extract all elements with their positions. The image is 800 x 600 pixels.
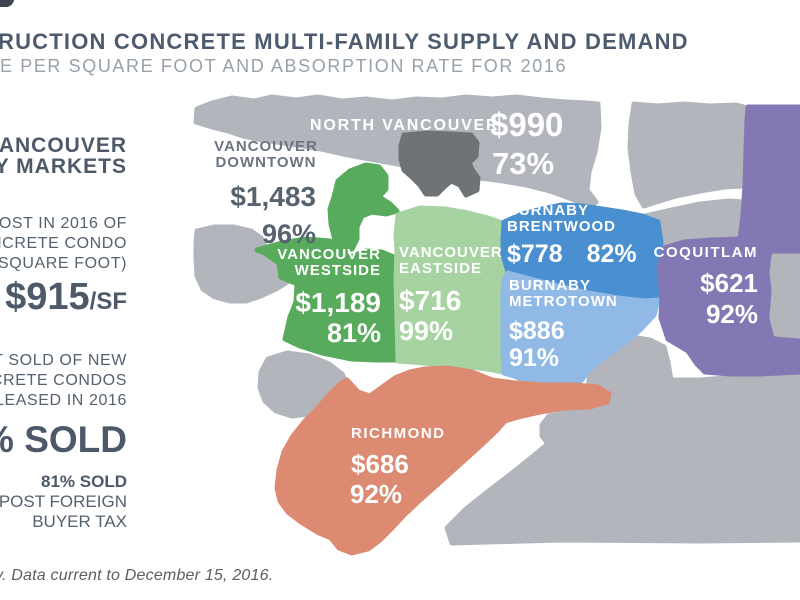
logo-fragment — [0, 0, 14, 7]
sidebar-heading: VANCOUVER EY MARKETS — [0, 135, 127, 177]
price-burnaby-brentwood: $778 — [507, 240, 563, 268]
cost-caption-line1: OST IN 2016 OF — [0, 215, 127, 232]
region-burnaby-metrotown — [500, 270, 661, 409]
label-eastside-line1: VANCOUVER — [399, 244, 503, 261]
sidebar-cost-value: $915/SF — [0, 276, 127, 319]
sold-caption-line2: CRETE CONDOS — [0, 372, 127, 389]
rate-vancouver-westside: 81% — [326, 318, 381, 348]
region-richmond — [274, 365, 612, 556]
page-subtitle: E PER SQUARE FOOT AND ABSORPTION RATE FO… — [0, 56, 568, 76]
sold-caption-line3: ELEASED IN 2016 — [0, 392, 127, 409]
cost-unit: /SF — [89, 288, 127, 315]
post-tax-line1: 81% SOLD — [41, 472, 127, 491]
north-shore-east-land — [627, 101, 747, 209]
river-island-land — [539, 409, 612, 452]
label-north-vancouver: NORTH VANCOUVER — [310, 117, 500, 134]
label-metrotown-line2: METROTOWN — [509, 293, 618, 310]
sidebar-sold-value: % SOLD — [0, 419, 127, 460]
label-vancouver-downtown: VANCOUVER DOWNTOWN — [206, 139, 326, 171]
price-burnaby-metrotown: $886 — [509, 317, 565, 345]
sidebar-cost-caption: OST IN 2016 OF NCRETE CONDO SQUARE FOOT) — [0, 214, 127, 274]
cost-caption-line3: SQUARE FOOT) — [0, 255, 127, 272]
sidebar-heading-line1: VANCOUVER — [0, 134, 127, 157]
label-westside-line2: WESTSIDE — [294, 262, 381, 279]
sold-caption-line1: T SOLD OF NEW — [0, 352, 127, 369]
label-burnaby-brentwood: BURNABY BRENTWOOD — [507, 203, 616, 235]
label-vancouver-westside: VANCOUVER WESTSIDE — [221, 247, 381, 279]
post-tax-line2: POST FOREIGN — [0, 492, 127, 511]
label-downtown-line1: VANCOUVER — [214, 138, 318, 155]
sidebar-heading-line2: EY MARKETS — [0, 155, 127, 178]
small-island-land — [265, 366, 292, 386]
label-vancouver-eastside: VANCOUVER EASTSIDE — [399, 245, 503, 277]
price-richmond: $686 — [351, 449, 409, 479]
label-richmond: RICHMOND — [351, 425, 446, 442]
price-vancouver-downtown: $1,483 — [230, 181, 316, 212]
rate-vancouver-downtown: 96% — [261, 219, 316, 249]
price-rate-burnaby-brentwood: $778 82% — [507, 240, 637, 269]
rate-burnaby-metrotown: 91% — [509, 344, 560, 372]
north-shore-west-land — [193, 94, 602, 210]
label-brentwood-line1: BURNABY — [507, 202, 589, 219]
rate-richmond: 92% — [350, 479, 403, 509]
page-title: RUCTION CONCRETE MULTI-FAMILY SUPPLY AND… — [0, 29, 689, 54]
label-downtown-line2: DOWNTOWN — [215, 154, 317, 171]
region-vancouver-westside — [254, 236, 399, 363]
label-coquitlam: COQUITLAM — [653, 244, 758, 261]
region-vancouver-downtown — [327, 162, 400, 253]
post-tax-line3: BUYER TAX — [32, 512, 127, 531]
coquitlam-east-land-notch — [769, 253, 800, 339]
region-north-vancouver-highlight — [398, 130, 481, 198]
data-source-note: y. Data current to December 15, 2016. — [0, 567, 274, 584]
rate-burnaby-brentwood: 82% — [586, 240, 637, 268]
sidebar-sold-caption: T SOLD OF NEW CRETE CONDOS ELEASED IN 20… — [0, 351, 127, 411]
sidebar-post-tax: 81% SOLD POST FOREIGN BUYER TAX — [0, 472, 127, 532]
region-coquitlam — [656, 104, 800, 377]
price-vancouver-eastside: $716 — [399, 285, 462, 316]
cost-caption-line2: NCRETE CONDO — [0, 235, 127, 252]
label-burnaby-metrotown: BURNABY METROTOWN — [509, 278, 618, 310]
region-vancouver-eastside — [393, 205, 506, 375]
label-brentwood-line2: BRENTWOOD — [507, 218, 616, 235]
cost-value: $915 — [5, 276, 90, 318]
price-vancouver-westside: $1,189 — [295, 287, 381, 318]
rate-north-vancouver: 73% — [492, 146, 555, 181]
price-north-vancouver: $990 — [490, 106, 564, 143]
label-metrotown-line1: BURNABY — [509, 277, 591, 294]
price-coquitlam: $621 — [700, 268, 758, 298]
label-westside-line1: VANCOUVER — [277, 246, 381, 263]
label-eastside-line2: EASTSIDE — [399, 260, 483, 277]
rate-coquitlam: 92% — [705, 299, 758, 329]
rate-vancouver-eastside: 99% — [399, 316, 454, 346]
